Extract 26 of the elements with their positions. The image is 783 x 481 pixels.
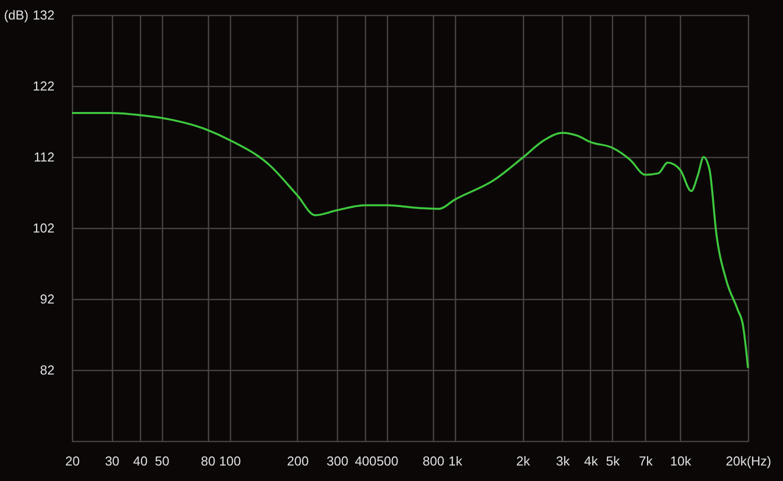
x-tick-label: 1k bbox=[448, 454, 463, 468]
x-tick-label: 30 bbox=[104, 454, 120, 468]
y-tick-label: 82 bbox=[40, 362, 54, 378]
y-tick-label: 92 bbox=[40, 292, 54, 306]
y-tick-label: 122 bbox=[32, 78, 54, 94]
x-tick-label: 800 bbox=[422, 454, 444, 468]
x-tick-label: 500 bbox=[376, 454, 398, 468]
x-tick-label: 100 bbox=[219, 454, 241, 468]
x-tick-label: 20k(Hz) bbox=[726, 454, 772, 468]
x-tick-label: 3k bbox=[556, 454, 570, 468]
y-axis-title: (dB) bbox=[4, 8, 28, 22]
x-tick-label: 5k bbox=[606, 454, 620, 468]
x-tick-label: 50 bbox=[154, 454, 170, 468]
x-tick-label: 10k bbox=[670, 454, 692, 468]
x-tick-label: 80 bbox=[200, 454, 216, 468]
x-tick-label: 7k bbox=[638, 454, 654, 468]
x-tick-label: 2k bbox=[516, 454, 531, 468]
y-tick-label: 132 bbox=[32, 8, 54, 22]
x-tick-label: 200 bbox=[286, 454, 309, 468]
x-tick-label: 300 bbox=[326, 454, 348, 468]
y-tick-label: 112 bbox=[34, 150, 54, 164]
x-tick-label: 400 bbox=[354, 454, 377, 468]
x-tick-label: 20 bbox=[65, 454, 80, 468]
x-tick-label: 4k bbox=[584, 454, 598, 468]
y-tick-label: 102 bbox=[32, 220, 54, 236]
x-tick-label: 40 bbox=[133, 454, 148, 468]
